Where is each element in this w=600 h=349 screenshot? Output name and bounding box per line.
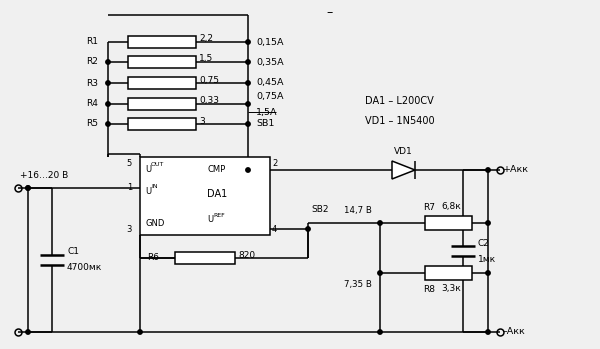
- Text: 2: 2: [272, 158, 277, 168]
- Circle shape: [106, 60, 110, 64]
- Text: GND: GND: [145, 218, 164, 228]
- Text: 5: 5: [127, 158, 132, 168]
- Circle shape: [378, 330, 382, 334]
- Circle shape: [486, 330, 490, 334]
- Text: REF: REF: [213, 213, 225, 218]
- Circle shape: [306, 227, 310, 231]
- Circle shape: [378, 221, 382, 225]
- Circle shape: [106, 81, 110, 85]
- Text: 0,35A: 0,35A: [256, 58, 284, 67]
- Text: R7: R7: [423, 202, 435, 211]
- Text: –: –: [327, 7, 333, 20]
- Bar: [128, 56, 196, 68]
- Text: R2: R2: [86, 58, 98, 67]
- Circle shape: [246, 81, 250, 85]
- Polygon shape: [392, 161, 415, 179]
- Text: IN: IN: [151, 184, 158, 189]
- Circle shape: [486, 168, 490, 172]
- Bar: [425, 266, 472, 280]
- Text: 1: 1: [127, 184, 132, 193]
- Bar: [128, 77, 196, 89]
- Bar: [128, 36, 196, 48]
- Text: 0,75: 0,75: [199, 75, 219, 84]
- Bar: [140, 157, 270, 235]
- Text: 0,15A: 0,15A: [256, 37, 284, 46]
- Text: R3: R3: [86, 79, 98, 88]
- Text: DA1 – L200CV: DA1 – L200CV: [365, 96, 434, 106]
- Text: OUT: OUT: [151, 162, 164, 167]
- Circle shape: [378, 271, 382, 275]
- Bar: [175, 252, 235, 264]
- Circle shape: [246, 122, 250, 126]
- Text: U: U: [207, 215, 213, 224]
- Text: 7,35 В: 7,35 В: [344, 281, 372, 290]
- Text: +Акк: +Акк: [503, 165, 529, 174]
- Text: 4700мк: 4700мк: [67, 263, 102, 273]
- Text: 6,8к: 6,8к: [441, 202, 461, 211]
- Circle shape: [486, 271, 490, 275]
- Text: 3,3к: 3,3к: [441, 284, 461, 294]
- Circle shape: [26, 330, 30, 334]
- Text: 0,45A: 0,45A: [256, 79, 284, 88]
- Text: R4: R4: [86, 99, 98, 109]
- Text: R5: R5: [86, 119, 98, 128]
- Text: DA1: DA1: [207, 189, 227, 199]
- Bar: [128, 118, 196, 130]
- Text: 0,75A: 0,75A: [256, 91, 284, 101]
- Text: VD1: VD1: [394, 148, 413, 156]
- Circle shape: [138, 330, 142, 334]
- Circle shape: [26, 186, 30, 190]
- Text: 14,7 В: 14,7 В: [344, 207, 372, 215]
- Text: SB2: SB2: [311, 206, 329, 215]
- Text: 3: 3: [127, 224, 132, 233]
- Text: C2: C2: [478, 238, 490, 247]
- Circle shape: [246, 168, 250, 172]
- Text: R1: R1: [86, 37, 98, 46]
- Bar: [128, 98, 196, 110]
- Text: 2,2: 2,2: [199, 35, 213, 44]
- Text: U: U: [145, 186, 151, 195]
- Circle shape: [106, 102, 110, 106]
- Circle shape: [246, 60, 250, 64]
- Text: 3: 3: [199, 117, 205, 126]
- Text: R6: R6: [147, 253, 159, 262]
- Text: CMP: CMP: [207, 164, 225, 173]
- Text: SB1: SB1: [256, 119, 274, 128]
- Circle shape: [26, 186, 30, 190]
- Text: 820: 820: [238, 251, 255, 260]
- Text: 4: 4: [272, 224, 277, 233]
- Circle shape: [106, 122, 110, 126]
- Text: C1: C1: [67, 247, 79, 257]
- Circle shape: [246, 40, 250, 44]
- Circle shape: [486, 221, 490, 225]
- Circle shape: [246, 102, 250, 106]
- Text: 1мк: 1мк: [478, 254, 496, 263]
- Text: –Акк: –Акк: [503, 327, 526, 336]
- Text: 0,33: 0,33: [199, 97, 219, 105]
- Bar: [425, 216, 472, 230]
- Text: +16…20 В: +16…20 В: [20, 171, 68, 180]
- Text: R8: R8: [423, 284, 435, 294]
- Text: 1,5A: 1,5A: [256, 107, 277, 117]
- Text: VD1 – 1N5400: VD1 – 1N5400: [365, 116, 434, 126]
- Text: U: U: [145, 164, 151, 173]
- Text: 1,5: 1,5: [199, 54, 213, 64]
